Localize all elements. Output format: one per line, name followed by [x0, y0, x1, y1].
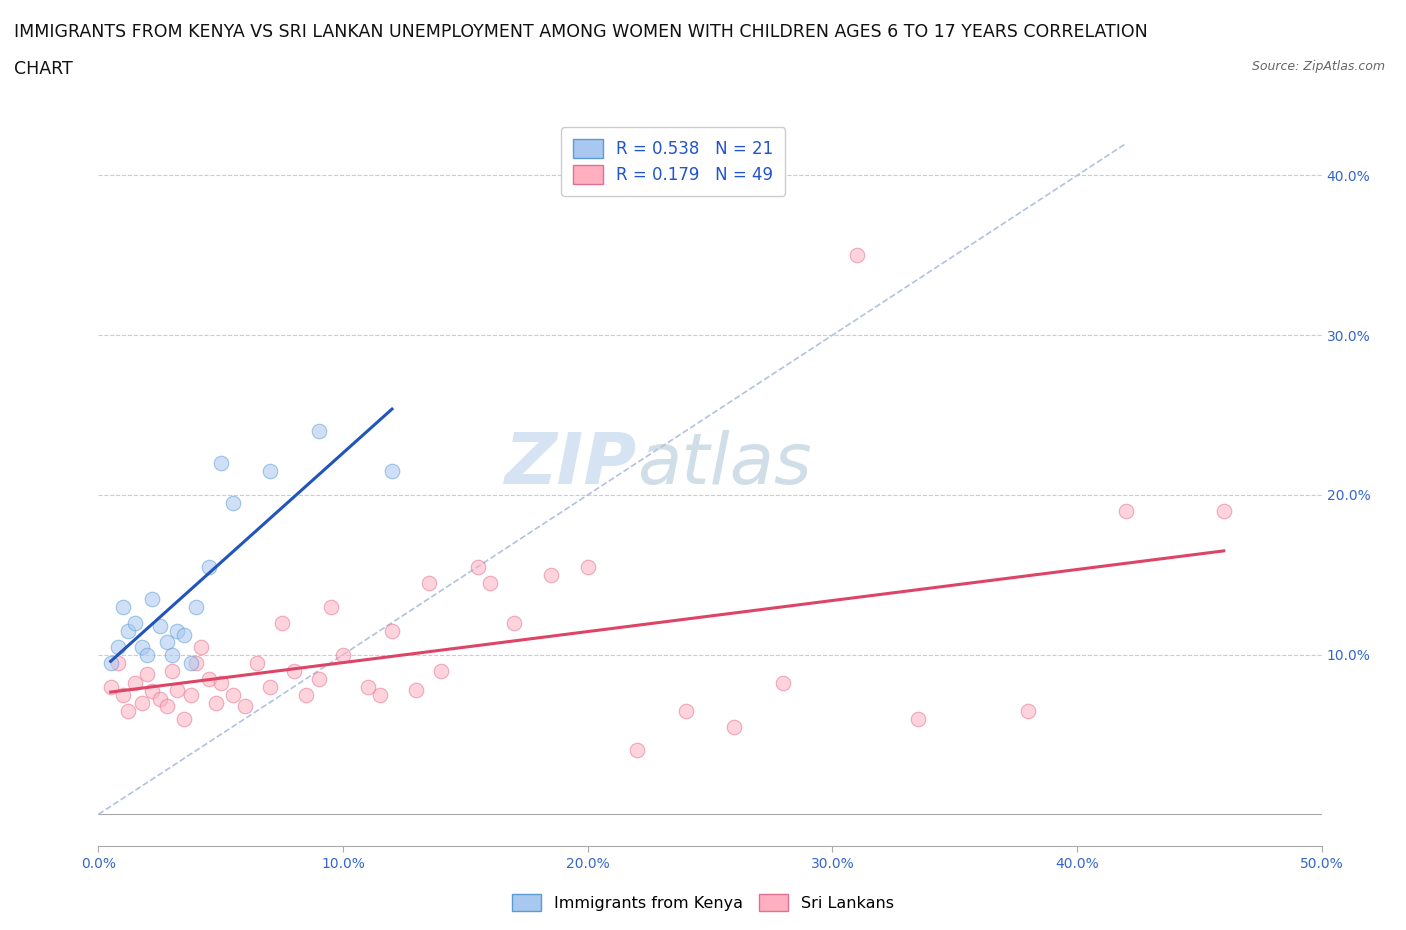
Point — [166, 623, 188, 638]
Point — [405, 683, 427, 698]
Legend: Immigrants from Kenya, Sri Lankans: Immigrants from Kenya, Sri Lankans — [506, 888, 900, 917]
Point — [675, 703, 697, 718]
Point — [100, 656, 122, 671]
Point — [209, 456, 232, 471]
Point — [149, 618, 172, 633]
Point — [381, 463, 404, 478]
Point — [107, 656, 129, 671]
Point — [141, 591, 163, 606]
Point — [173, 711, 195, 726]
Point — [124, 616, 146, 631]
Point — [540, 567, 562, 582]
Point — [197, 671, 219, 686]
Point — [308, 423, 330, 438]
Point — [166, 683, 188, 698]
Point — [117, 623, 139, 638]
Point — [222, 496, 245, 511]
Text: atlas: atlas — [637, 430, 811, 498]
Text: Source: ZipAtlas.com: Source: ZipAtlas.com — [1251, 60, 1385, 73]
Text: ZIP: ZIP — [505, 430, 637, 498]
Point — [418, 576, 440, 591]
Point — [259, 463, 281, 478]
Point — [503, 616, 526, 631]
Point — [124, 676, 146, 691]
Point — [368, 687, 391, 702]
Point — [107, 639, 129, 654]
Point — [156, 634, 179, 649]
Legend: R = 0.538   N = 21, R = 0.179   N = 49: R = 0.538 N = 21, R = 0.179 N = 49 — [561, 127, 786, 196]
Point — [136, 667, 159, 682]
Point — [381, 623, 404, 638]
Point — [233, 698, 256, 713]
Point — [356, 679, 378, 694]
Point — [332, 647, 354, 662]
Point — [160, 663, 183, 678]
Point — [186, 599, 208, 614]
Point — [131, 639, 153, 654]
Point — [111, 599, 134, 614]
Point — [246, 656, 269, 671]
Point — [156, 698, 179, 713]
Point — [180, 656, 202, 671]
Point — [111, 687, 134, 702]
Point — [160, 647, 183, 662]
Point — [270, 616, 294, 631]
Text: IMMIGRANTS FROM KENYA VS SRI LANKAN UNEMPLOYMENT AMONG WOMEN WITH CHILDREN AGES : IMMIGRANTS FROM KENYA VS SRI LANKAN UNEM… — [14, 23, 1147, 41]
Point — [907, 711, 929, 726]
Point — [100, 679, 122, 694]
Point — [141, 684, 163, 698]
Point — [222, 687, 245, 702]
Point — [467, 559, 489, 574]
Point — [723, 719, 745, 734]
Point — [117, 703, 139, 718]
Point — [136, 647, 159, 662]
Point — [205, 695, 228, 710]
Point — [173, 628, 195, 643]
Point — [149, 692, 172, 707]
Point — [1212, 503, 1234, 518]
Point — [180, 687, 202, 702]
Point — [259, 679, 281, 694]
Point — [308, 671, 330, 686]
Point — [319, 599, 342, 614]
Point — [430, 663, 453, 678]
Point — [190, 639, 212, 654]
Point — [772, 676, 794, 691]
Point — [186, 656, 208, 671]
Point — [845, 248, 868, 263]
Point — [131, 695, 153, 710]
Text: CHART: CHART — [14, 60, 73, 78]
Point — [478, 576, 501, 591]
Point — [1115, 503, 1137, 518]
Point — [283, 663, 305, 678]
Point — [209, 676, 232, 691]
Point — [626, 743, 648, 758]
Point — [295, 687, 318, 702]
Point — [576, 559, 599, 574]
Point — [197, 559, 219, 574]
Point — [1017, 703, 1039, 718]
